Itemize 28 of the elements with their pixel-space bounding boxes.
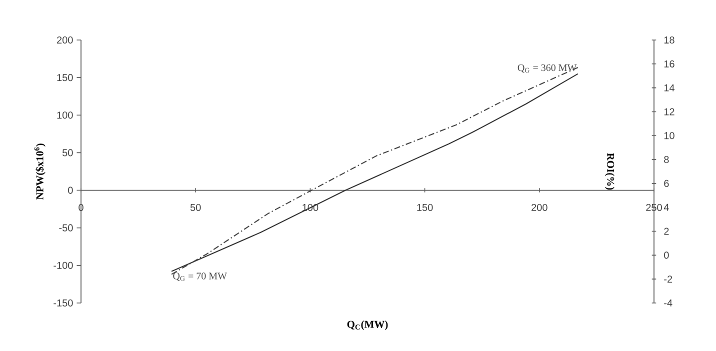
y-tick-label: -100 — [54, 262, 73, 269]
x-tick-label: 50 — [190, 204, 201, 212]
x-tick-label: 200 — [532, 204, 548, 212]
y-tick-label: -50 — [59, 224, 73, 232]
y2-tick-label: 18 — [664, 36, 674, 44]
y2-tick-label: 0 — [664, 252, 669, 259]
y2-tick-label: 12 — [664, 108, 674, 116]
x-axis-title: Q$_{C}$(MW) — [347, 320, 388, 330]
y2-axis-title: ROI(%) — [604, 153, 614, 190]
y-tick-label: -150 — [54, 299, 73, 307]
y-tick-label: 50 — [62, 149, 73, 156]
y2-tick-label: 8 — [664, 156, 669, 164]
y2-tick-label: -2 — [664, 276, 672, 283]
annotation: Q$_{G}$ = 70 MW — [173, 272, 227, 281]
y2-tick-label: 16 — [664, 60, 674, 68]
x-tick-label: 150 — [417, 204, 433, 212]
y-tick-label: 100 — [57, 112, 73, 119]
y-tick-label: 0 — [68, 186, 73, 194]
annotation: Q$_{G}$ = 360 MW — [518, 64, 577, 73]
y2-tick-label: 10 — [664, 132, 674, 140]
y2-tick-label: 2 — [664, 228, 669, 235]
y-tick-label: 150 — [57, 74, 73, 82]
y-axis-title: NPW($x10$^{6}$) — [34, 144, 46, 200]
y2-tick-label: 6 — [664, 180, 669, 187]
y2-tick-label: -4 — [664, 300, 672, 306]
y2-tick-label: 14 — [664, 84, 674, 92]
y2-tick-label: 4 — [664, 204, 669, 211]
y-tick-label: 200 — [57, 36, 73, 44]
